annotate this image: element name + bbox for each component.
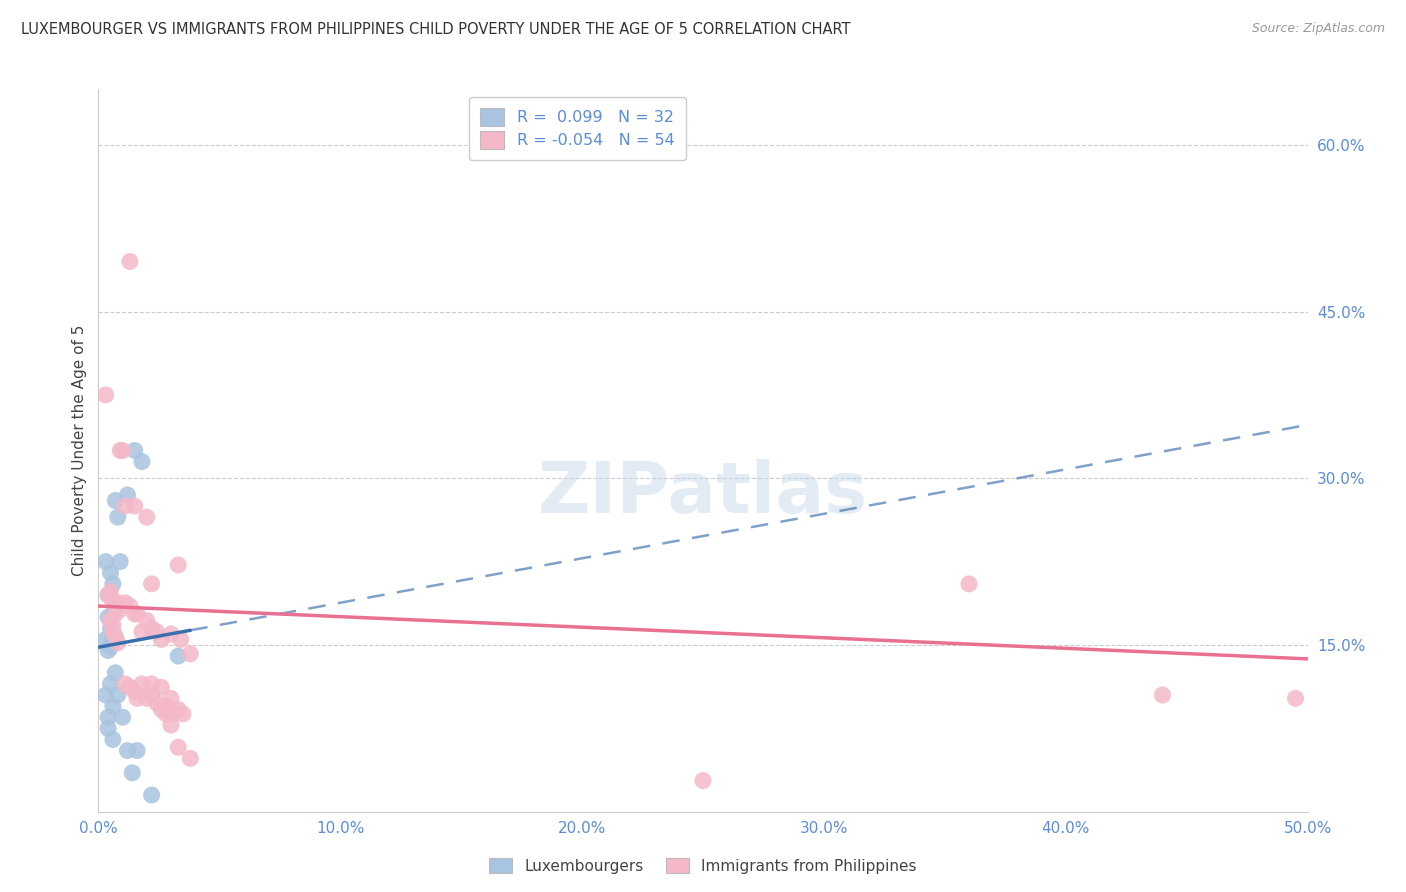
Point: [111, 443, 134, 458]
Point: [124, 607, 146, 621]
Text: ZIPatlas: ZIPatlas: [538, 459, 868, 528]
Point: [117, 488, 139, 502]
Point: [131, 624, 153, 639]
Point: [127, 607, 149, 621]
Point: [100, 566, 122, 580]
Point: [101, 618, 124, 632]
Point: [121, 765, 143, 780]
Point: [118, 680, 141, 694]
Point: [169, 632, 191, 647]
Point: [101, 624, 124, 639]
Point: [141, 577, 163, 591]
Point: [101, 732, 124, 747]
Point: [145, 696, 167, 710]
Point: [127, 743, 149, 757]
Point: [167, 740, 190, 755]
Point: [94, 388, 117, 402]
Point: [104, 599, 127, 613]
Point: [160, 627, 183, 641]
Point: [179, 647, 201, 661]
Point: [124, 499, 146, 513]
Text: LUXEMBOURGER VS IMMIGRANTS FROM PHILIPPINES CHILD POVERTY UNDER THE AGE OF 5 COR: LUXEMBOURGER VS IMMIGRANTS FROM PHILIPPI…: [21, 22, 851, 37]
Point: [94, 632, 117, 647]
Point: [94, 688, 117, 702]
Point: [114, 677, 136, 691]
Point: [150, 680, 173, 694]
Point: [100, 614, 122, 628]
Point: [117, 743, 139, 757]
Point: [97, 588, 120, 602]
Point: [94, 555, 117, 569]
Point: [141, 688, 163, 702]
Point: [167, 649, 190, 664]
Point: [97, 710, 120, 724]
Point: [957, 577, 980, 591]
Point: [160, 691, 183, 706]
Point: [127, 691, 149, 706]
Point: [97, 610, 120, 624]
Point: [104, 607, 127, 621]
Legend: R =  0.099   N = 32, R = -0.054   N = 54: R = 0.099 N = 32, R = -0.054 N = 54: [470, 97, 686, 160]
Point: [100, 677, 122, 691]
Point: [160, 718, 183, 732]
Point: [104, 629, 127, 643]
Point: [101, 596, 124, 610]
Point: [108, 443, 131, 458]
Point: [101, 607, 124, 621]
Point: [145, 624, 167, 639]
Point: [101, 699, 124, 714]
Point: [1152, 688, 1174, 702]
Point: [97, 643, 120, 657]
Point: [179, 751, 201, 765]
Point: [104, 665, 127, 680]
Point: [131, 677, 153, 691]
Point: [135, 691, 157, 706]
Point: [167, 558, 190, 572]
Legend: Luxembourgers, Immigrants from Philippines: Luxembourgers, Immigrants from Philippin…: [482, 852, 924, 880]
Point: [692, 773, 714, 788]
Point: [108, 555, 131, 569]
Text: Source: ZipAtlas.com: Source: ZipAtlas.com: [1251, 22, 1385, 36]
Point: [107, 510, 129, 524]
Point: [100, 621, 122, 635]
Point: [114, 499, 136, 513]
Point: [108, 602, 131, 616]
Point: [118, 599, 141, 613]
Point: [1284, 691, 1306, 706]
Point: [135, 614, 157, 628]
Point: [101, 632, 124, 647]
Point: [141, 677, 163, 691]
Point: [100, 640, 122, 655]
Point: [160, 706, 183, 721]
Point: [124, 684, 146, 698]
Point: [150, 632, 173, 647]
Point: [104, 493, 127, 508]
Point: [114, 596, 136, 610]
Point: [107, 636, 129, 650]
Point: [124, 443, 146, 458]
Point: [97, 722, 120, 736]
Point: [131, 454, 153, 468]
Point: [107, 596, 129, 610]
Point: [167, 702, 190, 716]
Point: [155, 706, 177, 721]
Point: [118, 254, 141, 268]
Point: [107, 688, 129, 702]
Point: [100, 584, 122, 599]
Point: [150, 702, 173, 716]
Point: [135, 510, 157, 524]
Y-axis label: Child Poverty Under the Age of 5: Child Poverty Under the Age of 5: [72, 325, 87, 576]
Point: [141, 621, 163, 635]
Point: [155, 699, 177, 714]
Point: [101, 577, 124, 591]
Point: [141, 788, 163, 802]
Point: [97, 588, 120, 602]
Point: [111, 710, 134, 724]
Point: [172, 706, 194, 721]
